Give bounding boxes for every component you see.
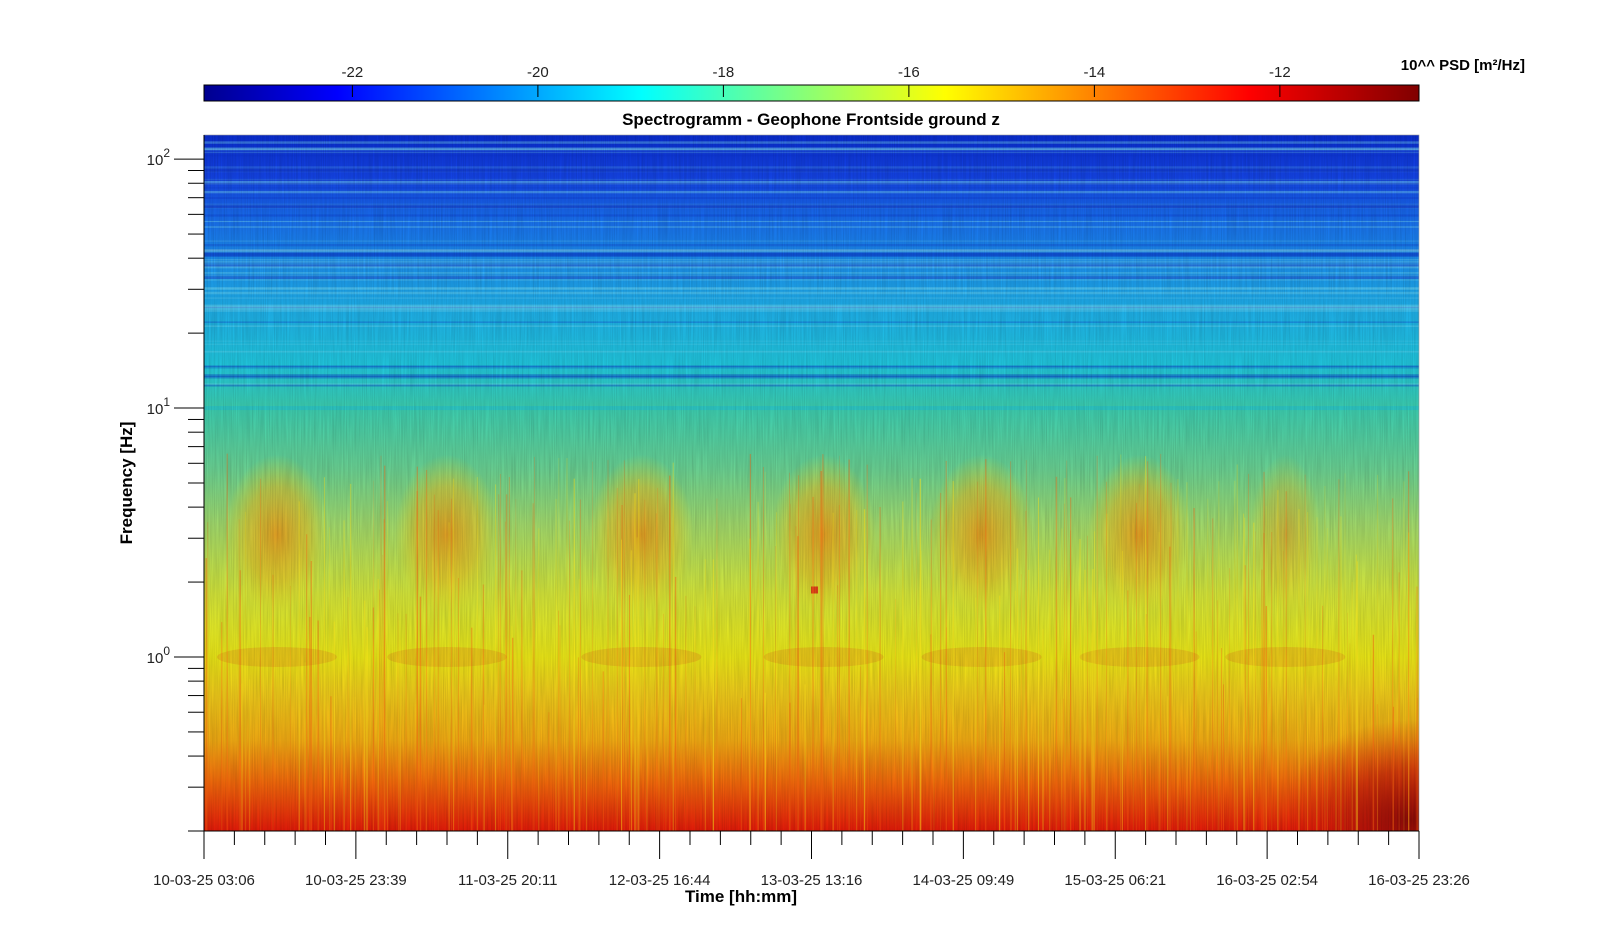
y-tick-label: 101 xyxy=(147,395,171,418)
colorbar-tick-label: -22 xyxy=(342,64,364,81)
colorbar-tick-label: -18 xyxy=(713,64,735,81)
x-tick-label: 15-03-25 06:21 xyxy=(1064,872,1166,889)
colorbar-tick-label: -12 xyxy=(1269,64,1291,81)
chart-title: Spectrogramm - Geophone Frontside ground… xyxy=(622,110,1000,129)
y-tick-label: 102 xyxy=(147,146,171,169)
colorbar-tick-label: -20 xyxy=(527,64,549,81)
colorbar-tick-label: -16 xyxy=(898,64,920,81)
spectrogram-heatmap xyxy=(204,135,1419,831)
x-tick-label: 16-03-25 23:26 xyxy=(1368,872,1470,889)
colorbar: -22 -20 -18 -16 -14 -12 10^^ PSD [m²/Hz] xyxy=(203,57,1525,102)
x-tick-label: 12-03-25 16:44 xyxy=(609,872,711,889)
x-tick-label: 16-03-25 02:54 xyxy=(1216,872,1318,889)
colorbar-label: 10^^ PSD [m²/Hz] xyxy=(1401,57,1525,74)
x-tick-label: 13-03-25 13:16 xyxy=(761,872,863,889)
colorbar-gradient xyxy=(203,84,1420,102)
x-axis-label: Time [hh:mm] xyxy=(685,887,797,906)
colorbar-tick-label: -14 xyxy=(1084,64,1106,81)
x-tick-label: 10-03-25 23:39 xyxy=(305,872,407,889)
y-axis: 100 101 102 xyxy=(147,135,205,832)
x-tick-label: 10-03-25 03:06 xyxy=(153,872,255,889)
y-axis-label: Frequency [Hz] xyxy=(117,422,136,545)
y-tick-label: 100 xyxy=(147,644,171,667)
x-axis: 10-03-25 03:06 10-03-25 23:39 11-03-25 20:… xyxy=(153,830,1470,889)
x-tick-label: 11-03-25 20:11 xyxy=(458,872,558,889)
x-tick-label: 14-03-25 09:49 xyxy=(913,872,1015,889)
